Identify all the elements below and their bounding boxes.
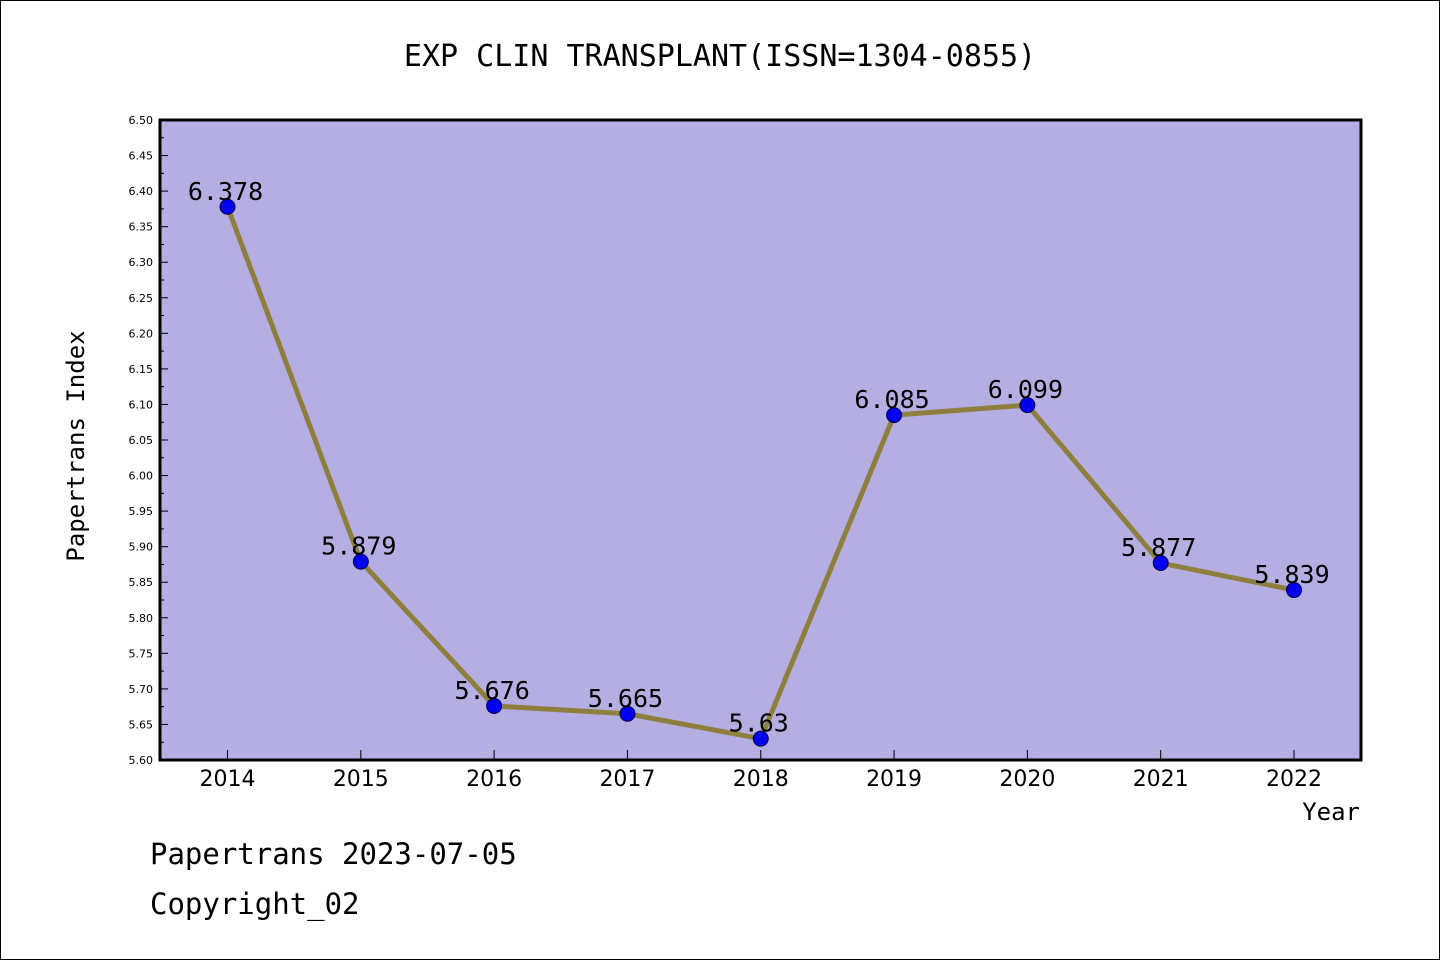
data-label: 6.085 bbox=[854, 385, 929, 414]
plot-area bbox=[160, 120, 1361, 760]
data-point bbox=[752, 730, 769, 747]
y-tick-label: 6.25 bbox=[129, 292, 154, 305]
x-tick-label: 2015 bbox=[333, 767, 389, 792]
x-tick-label: 2018 bbox=[733, 767, 789, 792]
y-tick-label: 5.70 bbox=[129, 683, 154, 696]
y-tick-label: 6.35 bbox=[129, 221, 154, 234]
y-tick-label: 6.10 bbox=[129, 398, 154, 411]
x-tick-label: 2019 bbox=[866, 767, 922, 792]
data-point bbox=[886, 407, 903, 424]
y-tick-label: 6.40 bbox=[129, 185, 154, 198]
x-tick-label: 2022 bbox=[1266, 767, 1322, 792]
y-tick-label: 5.65 bbox=[129, 718, 154, 731]
y-tick-label: 5.90 bbox=[129, 541, 154, 554]
y-tick-label: 6.00 bbox=[129, 470, 154, 483]
data-point bbox=[352, 553, 369, 570]
data-point bbox=[619, 705, 636, 722]
y-tick-label: 5.75 bbox=[129, 647, 154, 660]
y-tick-label: 5.85 bbox=[129, 576, 154, 589]
data-label: 5.839 bbox=[1254, 560, 1329, 589]
series-group: 6.378 5.879 5.676 5.665 5.63 6.085 6.099 5.877 5… bbox=[188, 177, 1330, 747]
x-tick-label: 2020 bbox=[999, 767, 1055, 792]
data-point bbox=[219, 198, 236, 215]
y-tick-label: 6.30 bbox=[129, 256, 154, 269]
data-point bbox=[1286, 582, 1302, 599]
data-label: 5.879 bbox=[321, 532, 396, 561]
chart-title: EXP CLIN TRANSPLANT(ISSN=1304-0855) bbox=[404, 39, 1036, 74]
y-tick-label: 6.05 bbox=[129, 434, 154, 447]
data-label: 6.378 bbox=[188, 177, 263, 206]
data-point bbox=[1019, 397, 1036, 414]
footer-date: Papertrans 2023-07-05 bbox=[150, 837, 517, 871]
data-label: 5.665 bbox=[588, 684, 663, 713]
x-tick-label: 2016 bbox=[466, 767, 522, 792]
plot-border bbox=[158, 118, 1363, 762]
y-tick-label: 5.60 bbox=[129, 754, 154, 767]
y-tick-label: 5.95 bbox=[129, 505, 154, 518]
y-tick-label: 6.45 bbox=[129, 150, 154, 163]
x-axis-label: Year bbox=[1302, 798, 1360, 826]
y-axis-label: Papertrans Index bbox=[62, 330, 90, 561]
data-label: 5.63 bbox=[729, 709, 789, 738]
x-tick-label: 2017 bbox=[599, 767, 655, 792]
y-tick-label: 6.50 bbox=[129, 114, 154, 127]
x-axis: 2014 2015 2016 2017 2018 2019 2020 2021 2022 bbox=[200, 750, 1322, 792]
data-point bbox=[486, 697, 503, 714]
data-label: 5.676 bbox=[454, 676, 529, 705]
footer-copyright: Copyright_02 bbox=[150, 887, 360, 922]
y-tick-label: 6.15 bbox=[129, 363, 154, 376]
data-point bbox=[1152, 555, 1169, 572]
y-tick-label: 6.20 bbox=[129, 327, 154, 340]
data-label: 6.099 bbox=[988, 375, 1063, 404]
y-tick-label: 5.80 bbox=[129, 612, 154, 625]
data-label: 5.877 bbox=[1121, 533, 1196, 562]
x-tick-label: 2021 bbox=[1133, 767, 1189, 792]
x-tick-label: 2014 bbox=[200, 767, 256, 792]
